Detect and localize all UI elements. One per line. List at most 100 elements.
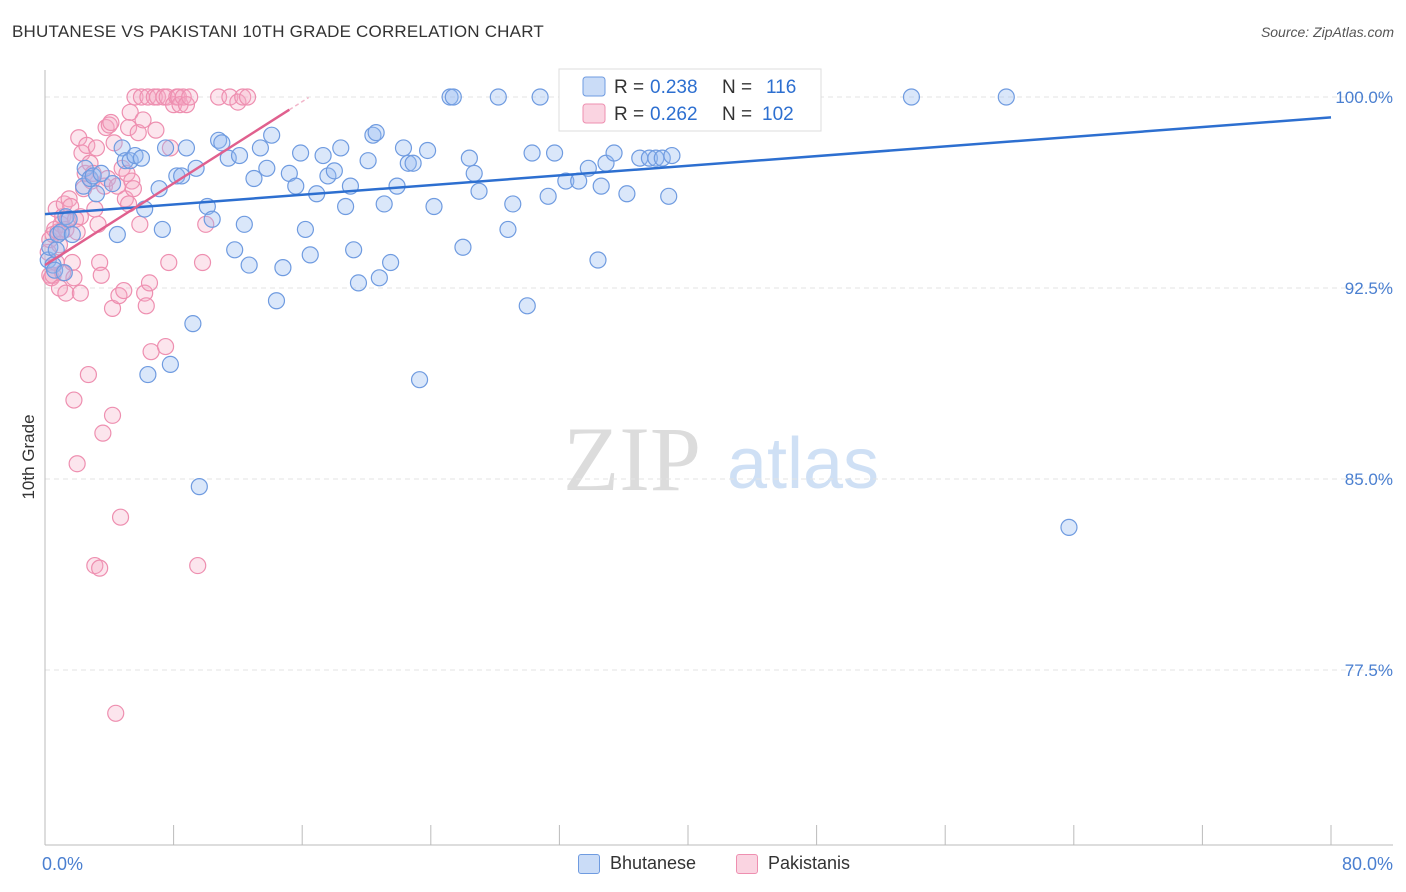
legend-label-bhutanese: Bhutanese	[610, 853, 697, 873]
stats-swatch-bhutanese	[582, 76, 606, 97]
watermark-zip: ZIP	[563, 408, 701, 510]
bhutanese-point	[370, 269, 388, 287]
bhutanese-point	[539, 187, 557, 205]
bhutanese-point	[660, 187, 678, 205]
pakistanis-point	[81, 154, 99, 172]
pakistanis-point	[189, 556, 207, 575]
bhutanese-point	[139, 365, 157, 384]
pakistanis-points	[39, 88, 257, 722]
legend-pakistanis: Pakistanis	[736, 853, 850, 874]
bhutanese-point	[337, 197, 355, 216]
bhutanese-point	[605, 144, 623, 162]
pakistanis-point	[148, 88, 167, 106]
pakistanis-point	[97, 118, 115, 137]
bhutanese-point	[108, 225, 126, 244]
y-tick-label: 100.0%	[1335, 88, 1393, 107]
pakistanis-point	[86, 556, 104, 575]
bhutanese-point	[902, 88, 921, 106]
bhutanese-point	[87, 185, 106, 203]
bhutanese-point	[545, 144, 564, 162]
pakistanis-point	[78, 136, 96, 154]
bhutanese-point	[367, 124, 385, 142]
pakistanis-point	[94, 424, 112, 442]
bhutanese-point	[219, 149, 237, 167]
bhutanese-point	[301, 246, 319, 264]
axes	[44, 70, 1393, 846]
pakistanis-point	[65, 391, 83, 409]
pakistanis-point	[142, 343, 160, 361]
x-tick-label: 80.0%	[1342, 854, 1393, 874]
bhutanese-point	[132, 149, 151, 167]
bhutanese-point	[518, 297, 536, 315]
bhutanese-point	[52, 223, 70, 241]
pakistanis-point	[115, 281, 133, 300]
bhutanese-point	[226, 241, 244, 259]
bhutanese-point	[267, 292, 286, 310]
legend-bhutanese: Bhutanese	[578, 853, 696, 874]
pakistanis-point	[91, 559, 109, 577]
bhutanese-point	[460, 149, 478, 167]
pakistanis-point	[87, 139, 106, 157]
axis-labels: 100.0% 92.5% 85.0% 77.5% 0.0% 80.0%	[42, 88, 1393, 874]
pakistanis-point	[100, 116, 118, 134]
trend-lines	[44, 96, 1332, 267]
bhutanese-point	[325, 162, 343, 180]
bhutanese-point	[454, 238, 472, 256]
bhutanese-point	[251, 139, 270, 157]
bhutanese-point	[394, 139, 413, 157]
stats-r-value-pakistanis: 0.262	[650, 104, 698, 125]
bhutanese-point	[618, 185, 636, 203]
pakistanis-point	[134, 111, 152, 129]
y-tick-label: 92.5%	[1345, 279, 1393, 298]
legend-swatch-pakistanis	[736, 853, 758, 874]
pakistanis-point	[238, 88, 257, 106]
pakistanis-point	[140, 274, 159, 292]
x-tick-label: 0.0%	[42, 854, 83, 874]
bhutanese-point	[997, 88, 1015, 106]
bhutanese-point	[1060, 518, 1078, 536]
pakistanis-point	[147, 121, 165, 139]
bhutanese-point	[210, 131, 228, 149]
bhutanese-point	[399, 154, 417, 172]
y-axis-title: 10th Grade	[19, 414, 38, 499]
pakistanis-point	[129, 124, 147, 142]
bhutanese-point	[410, 371, 429, 389]
bhutanese-point	[418, 141, 437, 160]
y-tick-label: 77.5%	[1345, 661, 1393, 680]
pakistanis-point	[65, 269, 83, 287]
legend-swatch-bhutanese	[578, 853, 600, 874]
bhutanese-point	[156, 139, 175, 157]
bhutanese-point	[359, 152, 377, 170]
stats-r-label-pakistanis: R =	[614, 104, 644, 125]
bhutanese-point	[444, 88, 462, 106]
pakistanis-point	[193, 253, 212, 272]
pakistanis-point	[126, 88, 144, 106]
bhutanese-point	[375, 195, 393, 213]
bhutanese-point	[240, 256, 258, 274]
bhutanese-point	[136, 200, 154, 218]
pakistanis-trend-extension	[288, 96, 310, 111]
bhutanese-point	[332, 139, 350, 157]
pakistanis-point	[102, 113, 120, 132]
bhutanese-point	[425, 197, 443, 216]
pakistanis-point	[156, 337, 175, 356]
pakistanis-point	[68, 455, 86, 473]
bhutanese-point	[103, 174, 122, 193]
bhutanese-point	[113, 139, 131, 157]
bhutanese-point	[589, 251, 607, 269]
bhutanese-point	[663, 146, 681, 165]
pakistanis-point	[234, 88, 252, 106]
bhutanese-point	[213, 134, 231, 152]
pakistanis-point	[160, 253, 178, 272]
bhutanese-point	[314, 146, 332, 165]
pakistanis-point	[79, 365, 98, 384]
bhutanese-point	[274, 259, 292, 277]
pakistanis-trend-line	[44, 108, 291, 267]
stats-n-label-bhutanese: N =	[722, 77, 752, 98]
pakistanis-point	[181, 88, 199, 106]
pakistanis-point	[71, 284, 89, 302]
stats-n-value-pakistanis: 102	[762, 104, 794, 125]
pakistanis-point	[91, 253, 109, 272]
bhutanese-point	[230, 146, 249, 165]
